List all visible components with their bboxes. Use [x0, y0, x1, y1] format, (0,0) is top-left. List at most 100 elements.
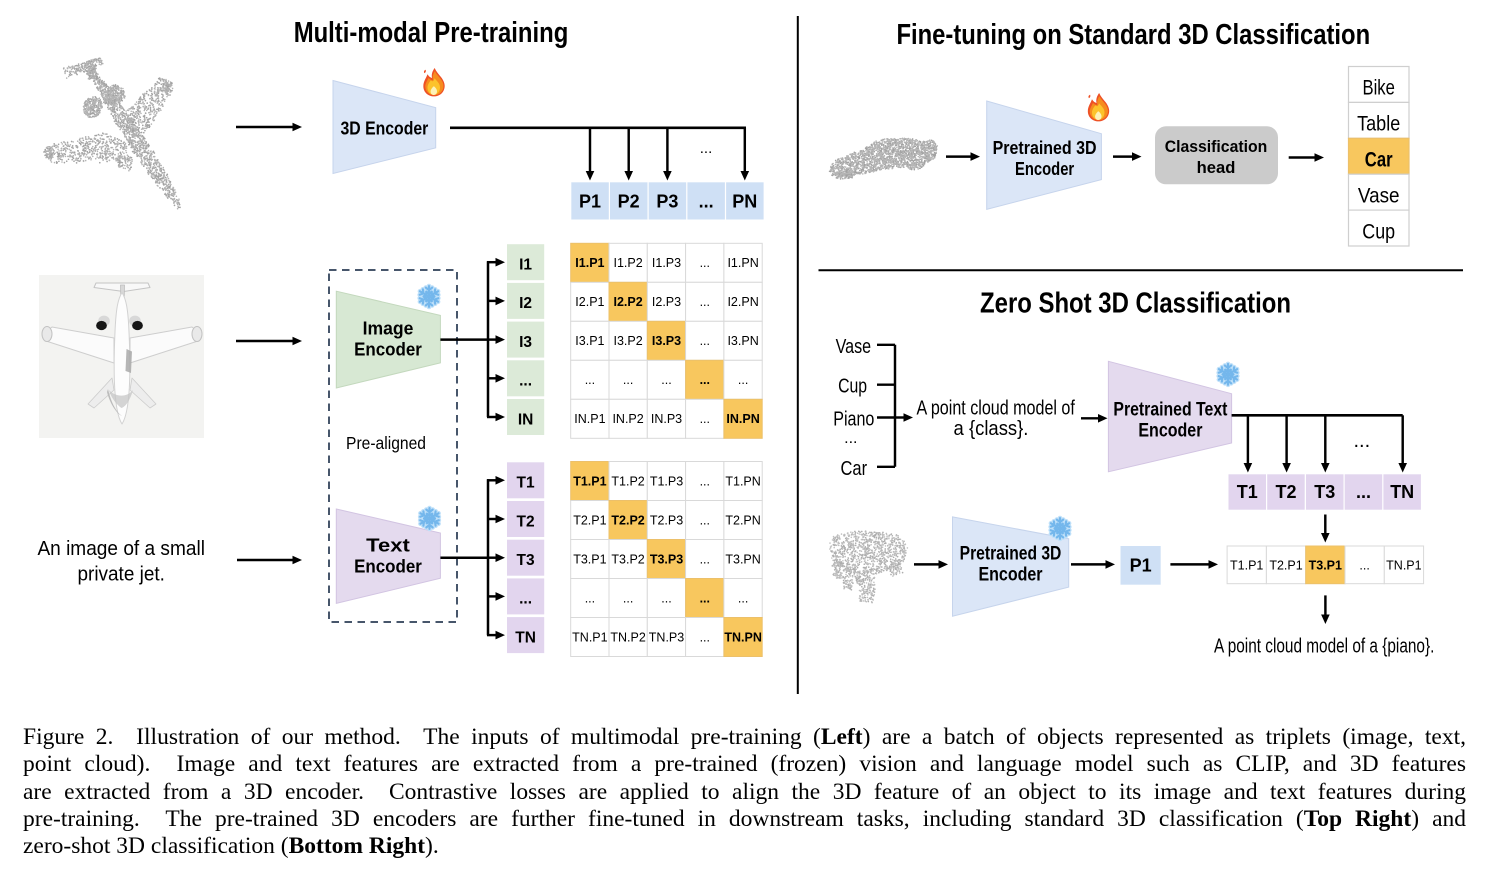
svg-text:TN.P3: TN.P3 — [649, 630, 684, 644]
svg-text:private jet.: private jet. — [78, 563, 165, 586]
svg-text:T3.P1: T3.P1 — [1309, 558, 1342, 572]
svg-text:T1: T1 — [1237, 482, 1258, 502]
svg-text:T3: T3 — [1314, 482, 1335, 502]
svg-text:IN.P2: IN.P2 — [612, 412, 643, 426]
svg-text:...: ... — [519, 591, 532, 608]
svg-text:Pretrained 3D: Pretrained 3D — [993, 138, 1097, 158]
svg-text:Piano: Piano — [833, 407, 874, 430]
svg-text:T1.PN: T1.PN — [725, 474, 760, 488]
svg-text:TN.PN: TN.PN — [724, 630, 762, 644]
svg-text:P2: P2 — [618, 192, 640, 212]
svg-text:...: ... — [1359, 558, 1369, 572]
svg-text:IN.P3: IN.P3 — [651, 412, 682, 426]
svg-text:P1: P1 — [1130, 556, 1152, 576]
svg-text:Zero Shot 3D Classification: Zero Shot 3D Classification — [980, 288, 1291, 320]
svg-text:I2: I2 — [519, 295, 532, 312]
svg-text:...: ... — [738, 591, 748, 605]
svg-text:...: ... — [623, 373, 633, 387]
svg-text:...: ... — [700, 373, 710, 387]
svg-text:I3.P3: I3.P3 — [652, 334, 681, 348]
svg-text:Encoder: Encoder — [1015, 159, 1074, 179]
svg-text:Encoder: Encoder — [354, 557, 422, 577]
svg-text:...: ... — [700, 256, 710, 270]
svg-text:Encoder: Encoder — [354, 340, 422, 360]
svg-text:...: ... — [844, 430, 857, 447]
svg-text:T2.P1: T2.P1 — [573, 513, 606, 527]
svg-text:I2.P3: I2.P3 — [652, 295, 681, 309]
svg-text:IN.PN: IN.PN — [726, 412, 759, 426]
svg-text:P3: P3 — [656, 192, 678, 212]
svg-text:T2: T2 — [1275, 482, 1296, 502]
svg-text:A point cloud model of: A point cloud model of — [917, 396, 1076, 419]
svg-text:Multi-modal Pre-training: Multi-modal Pre-training — [294, 17, 569, 49]
svg-text:...: ... — [585, 373, 595, 387]
svg-text:T2.P3: T2.P3 — [650, 513, 683, 527]
svg-text:T1.P1: T1.P1 — [573, 474, 606, 488]
svg-text:T2.P1: T2.P1 — [1269, 558, 1302, 572]
svg-text:IN.P1: IN.P1 — [574, 412, 605, 426]
svg-text:IN: IN — [518, 411, 534, 428]
svg-text:I2.P1: I2.P1 — [575, 295, 604, 309]
svg-text:Bike: Bike — [1363, 77, 1395, 100]
svg-text:T3.P1: T3.P1 — [573, 552, 606, 566]
svg-text:P1: P1 — [579, 192, 601, 212]
svg-text:Pre-aligned: Pre-aligned — [346, 433, 426, 453]
svg-text:I2.P2: I2.P2 — [614, 295, 643, 309]
svg-text:TN: TN — [1390, 482, 1414, 502]
svg-text:a {class}.: a {class}. — [954, 417, 1029, 440]
svg-text:I1.PN: I1.PN — [727, 256, 758, 270]
svg-text:PN: PN — [732, 192, 757, 212]
svg-text:...: ... — [700, 474, 710, 488]
svg-text:Encoder: Encoder — [1138, 421, 1203, 442]
svg-text:TN.P2: TN.P2 — [610, 630, 645, 644]
svg-text:I3: I3 — [519, 334, 532, 351]
svg-text:...: ... — [700, 552, 710, 566]
svg-text:...: ... — [585, 591, 595, 605]
svg-text:...: ... — [699, 192, 714, 212]
svg-text:...: ... — [1353, 430, 1370, 452]
svg-text:Car: Car — [1365, 149, 1393, 172]
svg-text:Car: Car — [841, 457, 868, 480]
svg-text:I1.P1: I1.P1 — [575, 256, 604, 270]
svg-text:Fine-tuning on Standard 3D Cla: Fine-tuning on Standard 3D Classificatio… — [896, 19, 1370, 51]
svg-text:T2.P2: T2.P2 — [611, 513, 644, 527]
svg-text:Cup: Cup — [838, 375, 867, 398]
svg-text:T3.PN: T3.PN — [725, 552, 760, 566]
svg-text:I1: I1 — [519, 257, 532, 274]
svg-text:Classification: Classification — [1165, 138, 1268, 156]
svg-text:...: ... — [623, 591, 633, 605]
svg-text:A point cloud model of a {pian: A point cloud model of a {piano}. — [1214, 635, 1434, 658]
svg-text:Pretrained 3D: Pretrained 3D — [960, 544, 1062, 565]
svg-text:T1.P2: T1.P2 — [611, 474, 644, 488]
svg-text:T3: T3 — [517, 552, 535, 569]
svg-text:I1.P2: I1.P2 — [614, 256, 643, 270]
svg-text:Text: Text — [366, 536, 410, 556]
svg-text:T2: T2 — [517, 513, 535, 530]
svg-text:Image: Image — [363, 319, 414, 339]
svg-text:T1.P3: T1.P3 — [650, 474, 683, 488]
svg-text:...: ... — [519, 373, 532, 390]
svg-text:Table: Table — [1357, 113, 1400, 136]
svg-text:I1.P3: I1.P3 — [652, 256, 681, 270]
svg-text:TN.P1: TN.P1 — [1386, 558, 1421, 572]
svg-text:head: head — [1197, 159, 1236, 177]
svg-text:T1: T1 — [517, 475, 535, 492]
svg-text:...: ... — [700, 140, 713, 157]
svg-text:TN.P1: TN.P1 — [572, 630, 607, 644]
svg-text:Cup: Cup — [1362, 220, 1395, 243]
svg-text:...: ... — [700, 630, 710, 644]
svg-text:An image of a small: An image of a small — [37, 537, 205, 560]
svg-text:Encoder: Encoder — [978, 565, 1043, 586]
svg-text:I3.P1: I3.P1 — [575, 334, 604, 348]
svg-text:I3.P2: I3.P2 — [614, 334, 643, 348]
svg-text:TN: TN — [515, 629, 536, 646]
svg-text:Pretrained Text: Pretrained Text — [1113, 400, 1228, 421]
svg-text:...: ... — [700, 513, 710, 527]
svg-text:T1.P1: T1.P1 — [1230, 558, 1263, 572]
svg-text:...: ... — [661, 591, 671, 605]
svg-text:T3.P3: T3.P3 — [650, 552, 683, 566]
svg-text:I2.PN: I2.PN — [727, 295, 758, 309]
svg-text:Vase: Vase — [836, 335, 872, 358]
svg-text:...: ... — [700, 295, 710, 309]
svg-text:3D Encoder: 3D Encoder — [341, 119, 429, 139]
